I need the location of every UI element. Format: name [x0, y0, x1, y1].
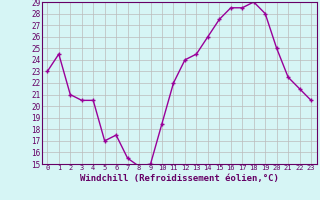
X-axis label: Windchill (Refroidissement éolien,°C): Windchill (Refroidissement éolien,°C)	[80, 174, 279, 183]
